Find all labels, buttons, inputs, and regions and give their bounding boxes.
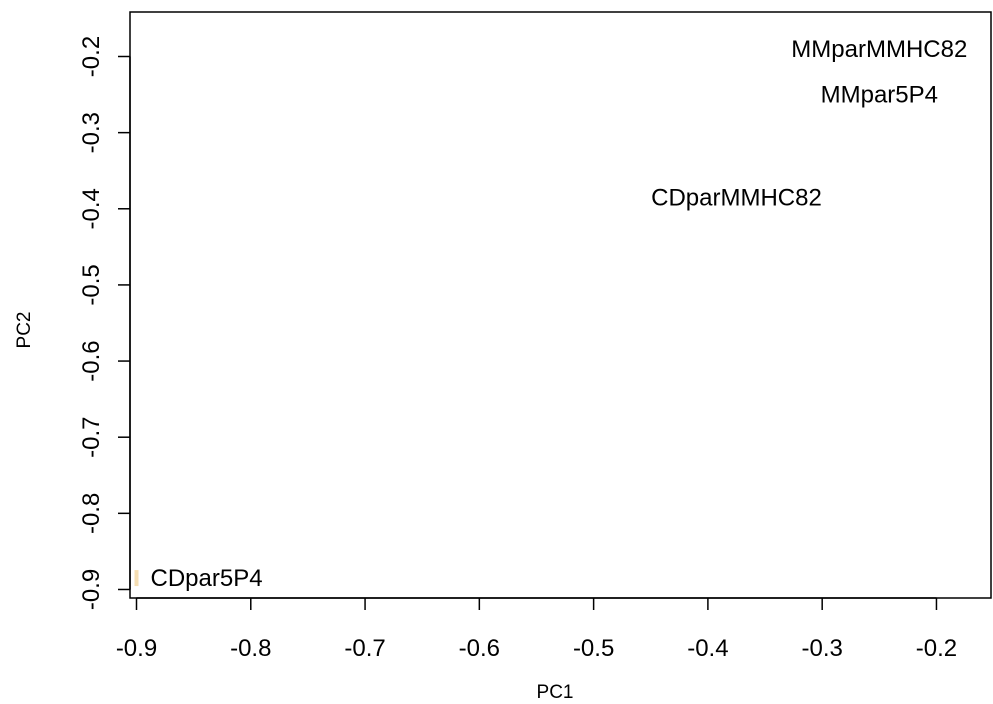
y-tick-label: -0.9 <box>78 569 105 610</box>
x-tick-label: -0.5 <box>573 635 614 662</box>
y-tick-label: -0.4 <box>78 188 105 229</box>
y-axis-label: PC2 <box>14 312 35 349</box>
x-axis: -0.9 -0.8 -0.7 -0.6 -0.5 -0.4 -0.3 -0.2 <box>116 597 957 662</box>
x-tick-label: -0.2 <box>916 635 957 662</box>
y-tick-label: -0.2 <box>78 36 105 77</box>
point-label: MMparMMHC82 <box>791 36 967 63</box>
x-axis-label: PC1 <box>537 682 574 703</box>
y-tick-label: -0.7 <box>78 417 105 458</box>
x-tick-label: -0.4 <box>687 635 728 662</box>
y-axis: -0.2 -0.3 -0.4 -0.5 -0.6 -0.7 -0.8 -0.9 <box>78 36 131 610</box>
x-tick-label: -0.7 <box>344 635 385 662</box>
y-tick-label: -0.8 <box>78 493 105 534</box>
x-tick-label: -0.8 <box>230 635 271 662</box>
point-label: MMpar5P4 <box>821 82 938 109</box>
point-label: CDpar5P4 <box>151 565 263 592</box>
data-points: MMparMMHC82 MMpar5P4 CDparMMHC82 CDpar5P4 <box>134 36 967 592</box>
point-label: CDparMMHC82 <box>651 184 822 211</box>
x-tick-label: -0.9 <box>116 635 157 662</box>
x-tick-label: -0.3 <box>802 635 843 662</box>
y-tick-label: -0.6 <box>78 340 105 381</box>
y-tick-label: -0.3 <box>78 112 105 153</box>
y-tick-label: -0.5 <box>78 264 105 305</box>
point-marker <box>134 570 139 587</box>
x-tick-label: -0.6 <box>459 635 500 662</box>
